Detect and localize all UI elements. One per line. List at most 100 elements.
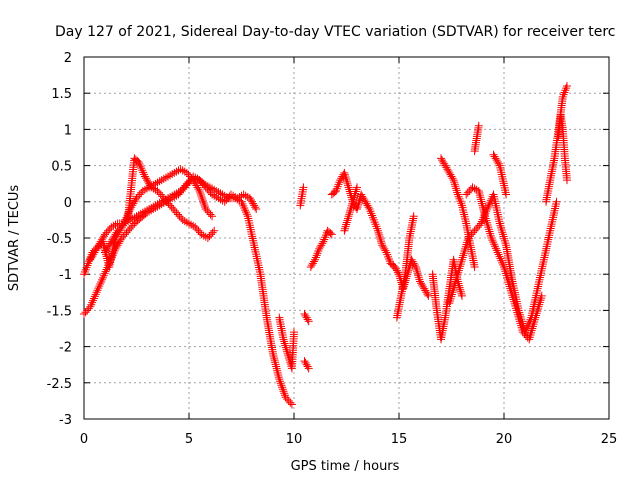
y-tick-label: -1 (59, 268, 72, 283)
data-point-interp (301, 358, 310, 367)
data-point (424, 291, 433, 300)
data-point-interp (108, 235, 117, 244)
series-sat-a (80, 174, 296, 409)
data-point (245, 194, 254, 203)
data-point-interp (172, 167, 181, 176)
data-point-interp (413, 267, 421, 276)
data-point-interp (99, 239, 108, 248)
data-point (409, 212, 418, 221)
series-sat-e (275, 313, 298, 373)
data-point-interp (484, 202, 493, 211)
data-point-interp (172, 189, 181, 198)
data-point-interp (496, 221, 505, 230)
data-point-interp (492, 156, 501, 165)
data-point-interp (120, 217, 129, 226)
data-point (239, 190, 248, 199)
data-point-interp (348, 199, 357, 208)
data-point-interp (286, 398, 295, 407)
data-point (552, 197, 561, 206)
series-sat-d (101, 165, 217, 257)
data-point-interp (344, 181, 352, 190)
data-point (306, 262, 315, 271)
data-point-interp (345, 185, 354, 194)
data-point-interp (166, 192, 175, 201)
data-point-interp (353, 202, 362, 211)
data-point-interp (496, 254, 505, 263)
data-point-interp (349, 195, 358, 204)
y-tick-label: -1.5 (47, 304, 72, 319)
data-point-interp (341, 224, 349, 233)
data-point (458, 291, 466, 300)
data-point-interp (347, 204, 355, 213)
data-point-interp (99, 271, 108, 280)
data-point-interp (497, 256, 506, 265)
data-point (176, 165, 185, 174)
data-point-interp (282, 345, 291, 354)
data-point (353, 183, 361, 192)
data-point-interp (153, 200, 162, 209)
data-point (227, 190, 235, 199)
data-point-interp (196, 188, 205, 197)
data-point-interp (448, 174, 457, 183)
data-point (252, 205, 261, 214)
data-point-interp (140, 207, 149, 216)
data-point (340, 168, 349, 177)
data-point (563, 176, 571, 185)
data-point-interp (374, 228, 383, 237)
data-point-interp (191, 179, 200, 188)
data-point-interp (477, 197, 486, 206)
data-point-interp (345, 208, 354, 217)
data-point (151, 201, 160, 210)
data-point-interp (475, 189, 484, 198)
y-tick-label: -0.5 (47, 232, 72, 247)
y-tick-label: 0 (64, 196, 72, 211)
series-sat-i (306, 226, 336, 271)
data-point-interp (130, 213, 139, 222)
x-tick-label: 25 (601, 432, 618, 447)
data-point-interp (486, 229, 495, 238)
data-point-interp (377, 239, 386, 248)
data-point-interp (409, 259, 418, 268)
data-point-interp (96, 280, 105, 289)
data-point-interp (89, 250, 98, 259)
data-point-interp (456, 285, 465, 294)
data-point-interp (137, 164, 146, 173)
data-point (170, 190, 179, 199)
data-point-interp (110, 232, 119, 241)
data-point-interp (351, 189, 360, 198)
data-point-interp (128, 201, 137, 210)
data-point (107, 223, 116, 232)
data-point-interp (138, 166, 147, 175)
data-point (304, 364, 313, 373)
data-point-interp (280, 339, 289, 348)
data-point-interp (418, 281, 427, 290)
data-point-interp (242, 210, 251, 219)
data-point-interp (414, 273, 423, 282)
y-tick-label: 2 (64, 51, 72, 66)
data-point-interp (342, 220, 351, 229)
data-point (145, 183, 154, 192)
data-point-interp (316, 243, 325, 252)
data-point-interp (168, 170, 177, 179)
data-point (208, 212, 217, 221)
data-point (119, 219, 128, 228)
data-point-interp (343, 179, 352, 188)
chart-title: Day 127 of 2021, Sidereal Day-to-day VTE… (55, 24, 615, 40)
data-point-interp (127, 203, 136, 212)
y-axis-label: SDTVAR / TECUs (7, 185, 22, 292)
data-point-interp (492, 246, 501, 255)
y-tick-label: -3 (59, 413, 72, 428)
data-point (138, 208, 147, 217)
data-point-interp (147, 182, 156, 191)
data-point (344, 212, 353, 221)
data-point-interp (278, 383, 287, 392)
data-point-interp (199, 199, 208, 208)
y-tick-label: -2 (59, 341, 72, 356)
data-point-interp (280, 337, 289, 346)
data-point-interp (419, 282, 428, 291)
data-point-interp (168, 191, 177, 200)
data-point-interp (274, 370, 283, 379)
data-point-interp (495, 252, 504, 261)
y-tick-label: -2.5 (47, 377, 72, 392)
series-sat-s (542, 81, 571, 206)
